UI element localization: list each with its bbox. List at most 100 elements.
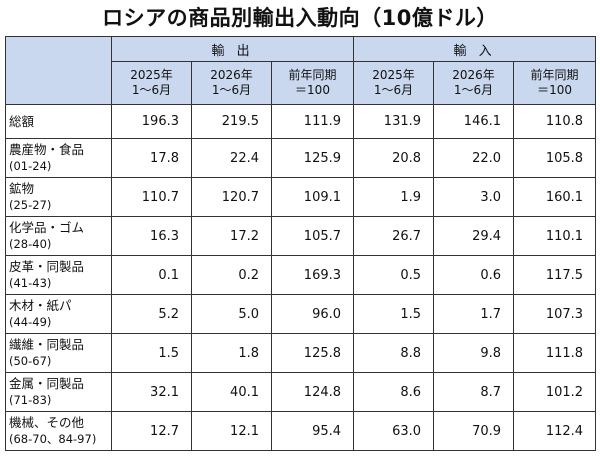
value-cell: 107.3: [513, 294, 597, 334]
value-cell: 8.6: [353, 372, 435, 412]
column-header-line2: ＝100: [537, 83, 572, 97]
value-cell: 95.4: [270, 411, 355, 451]
value-cell: 0.1: [111, 255, 192, 295]
value-cell: 32.1: [111, 372, 192, 412]
category-cell: 総額: [5, 104, 112, 139]
value-cell: 120.7: [191, 177, 272, 217]
category-cell: 木材・紙パ (44-49): [5, 294, 112, 334]
column-header-4: 2026年 1～6月: [433, 61, 515, 105]
value-cell: 22.0: [433, 138, 515, 178]
category-code: (01-24): [9, 159, 52, 173]
value-cell: 8.8: [353, 333, 435, 373]
table-row: 木材・紙パ (44-49) 5.2 5.0 96.0 1.5 1.7 107.3: [5, 294, 597, 334]
value-cell: 0.6: [433, 255, 515, 295]
column-header-5: 前年同期 ＝100: [513, 61, 597, 105]
value-cell: 117.5: [513, 255, 597, 295]
category-cell: 金属・同製品 (71-83): [5, 372, 112, 412]
value-cell: 111.9: [270, 104, 355, 139]
header-corner: [5, 36, 112, 105]
column-header-line2: 1～6月: [211, 83, 252, 97]
value-cell: 111.8: [513, 333, 597, 373]
value-cell: 131.9: [353, 104, 435, 139]
category-code: (71-83): [9, 393, 52, 407]
column-header-line1: 前年同期: [288, 68, 337, 82]
table-row: 金属・同製品 (71-83) 32.1 40.1 124.8 8.6 8.7 101.2: [5, 372, 597, 412]
value-cell: 1.7: [433, 294, 515, 334]
value-cell: 3.0: [433, 177, 515, 217]
value-cell: 219.5: [191, 104, 272, 139]
value-cell: 105.7: [270, 216, 355, 256]
value-cell: 70.9: [433, 411, 515, 451]
value-cell: 124.8: [270, 372, 355, 412]
table-body: 総額 196.3 219.5 111.9 131.9 146.1 110.8 農産物・食品 (0…: [5, 104, 597, 451]
value-cell: 196.3: [111, 104, 192, 139]
value-cell: 105.8: [513, 138, 597, 178]
column-header-2: 前年同期 ＝100: [270, 61, 355, 105]
page-title: ロシアの商品別輸出入動向（10億ドル）: [102, 6, 498, 30]
category-cell: 繊維・同製品 (50-67): [5, 333, 112, 373]
category-name: 繊維・同製品: [9, 337, 85, 352]
value-cell: 101.2: [513, 372, 597, 412]
value-cell: 109.1: [270, 177, 355, 217]
value-cell: 63.0: [353, 411, 435, 451]
column-header-1: 2026年 1～6月: [191, 61, 272, 105]
value-cell: 112.4: [513, 411, 597, 451]
export-group-header: 輸 出: [110, 36, 355, 62]
value-cell: 1.8: [191, 333, 272, 373]
value-cell: 12.7: [111, 411, 192, 451]
table-row: 総額 196.3 219.5 111.9 131.9 146.1 110.8: [5, 104, 597, 139]
value-cell: 9.8: [433, 333, 515, 373]
import-group-header: 輸 入: [353, 36, 597, 62]
value-cell: 1.9: [353, 177, 435, 217]
value-cell: 146.1: [433, 104, 515, 139]
value-cell: 1.5: [111, 333, 192, 373]
table-row: 皮革・同製品 (41-43) 0.1 0.2 169.3 0.5 0.6 117.5: [5, 255, 597, 295]
value-cell: 5.0: [191, 294, 272, 334]
value-cell: 5.2: [111, 294, 192, 334]
column-header-line1: 前年同期: [530, 68, 579, 82]
category-name: 機械、その他: [9, 415, 85, 430]
column-header-line2: 1～6月: [453, 83, 494, 97]
table-row: 機械、その他 (68-70、84-97) 12.7 12.1 95.4 63.0 70.9 1…: [5, 411, 597, 451]
value-cell: 125.9: [270, 138, 355, 178]
value-cell: 12.1: [191, 411, 272, 451]
value-cell: 0.5: [353, 255, 435, 295]
value-cell: 29.4: [433, 216, 515, 256]
category-cell: 農産物・食品 (01-24): [5, 138, 112, 178]
category-name: 化学品・ゴム: [9, 220, 85, 235]
column-header-line2: ＝100: [295, 83, 330, 97]
value-cell: 0.2: [191, 255, 272, 295]
column-header-line1: 2026年: [452, 68, 495, 82]
column-header-line2: 1～6月: [131, 83, 172, 97]
category-code: (41-43): [9, 276, 52, 290]
category-code: (28-40): [9, 237, 52, 251]
category-code: (44-49): [9, 315, 52, 329]
column-header-line2: 1～6月: [373, 83, 414, 97]
value-cell: 17.2: [191, 216, 272, 256]
value-cell: 22.4: [191, 138, 272, 178]
category-cell: 鉱物 (25-27): [5, 177, 112, 217]
category-cell: 皮革・同製品 (41-43): [5, 255, 112, 295]
subheader-row: 2025年 1～6月 2026年 1～6月 前年同期 ＝100 2025年 1～6月 2026年…: [6, 61, 597, 105]
column-header-3: 2025年 1～6月: [353, 61, 435, 105]
value-cell: 1.5: [353, 294, 435, 334]
value-cell: 8.7: [433, 372, 515, 412]
table-row: 鉱物 (25-27) 110.7 120.7 109.1 1.9 3.0 160.1: [5, 177, 597, 217]
value-cell: 40.1: [191, 372, 272, 412]
category-code: (50-67): [9, 354, 52, 368]
category-cell: 化学品・ゴム (28-40): [5, 216, 112, 256]
category-name: 農産物・食品: [9, 142, 85, 157]
category-code: (68-70、84-97): [9, 432, 97, 446]
value-cell: 96.0: [270, 294, 355, 334]
category-cell: 機械、その他 (68-70、84-97): [5, 411, 112, 451]
category-name: 金属・同製品: [9, 376, 85, 391]
category-name: 鉱物: [9, 181, 35, 196]
value-cell: 16.3: [111, 216, 192, 256]
value-cell: 110.1: [513, 216, 597, 256]
table-row: 化学品・ゴム (28-40) 16.3 17.2 105.7 26.7 29.4 110.1: [5, 216, 597, 256]
table-row: 繊維・同製品 (50-67) 1.5 1.8 125.8 8.8 9.8 111.8: [5, 333, 597, 373]
column-header-0: 2025年 1～6月: [111, 61, 192, 105]
category-code: (25-27): [9, 198, 52, 212]
category-name: 木材・紙パ: [9, 298, 72, 313]
value-cell: 110.8: [513, 104, 597, 139]
